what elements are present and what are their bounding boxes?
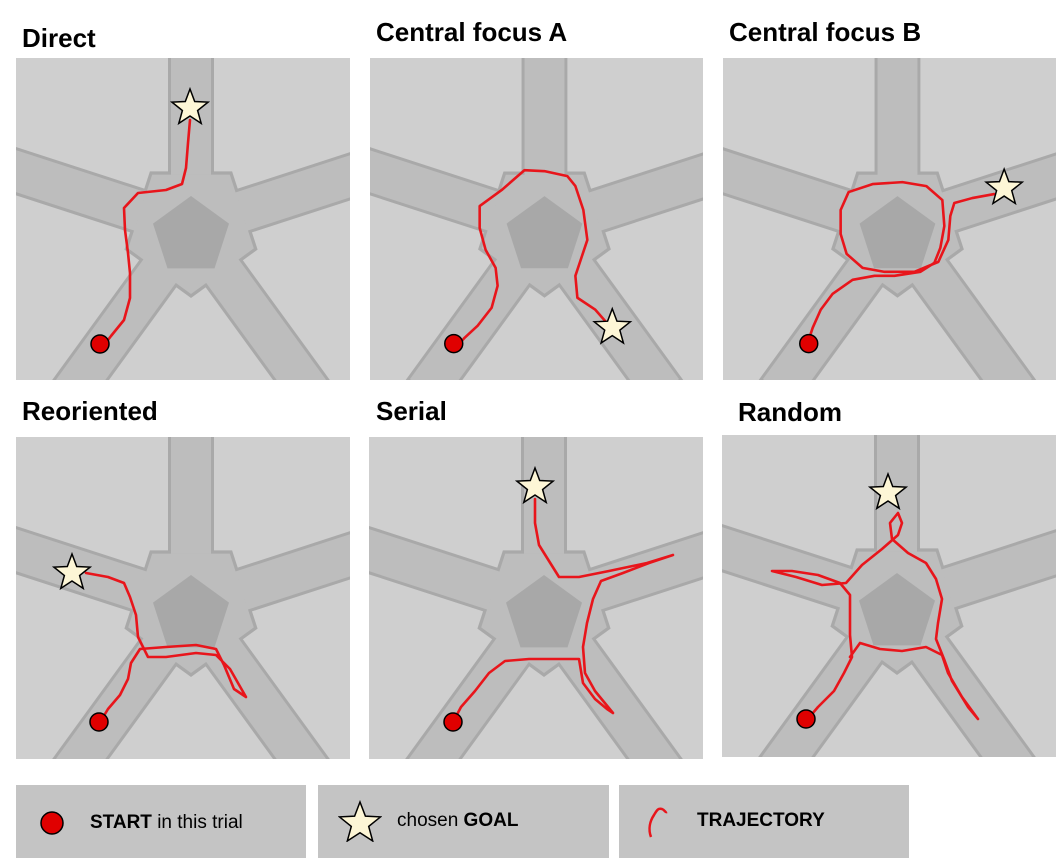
goal-star <box>984 167 1025 206</box>
legend-goal: chosen GOAL <box>318 785 609 858</box>
maze-panel-central-focus-b <box>723 58 1056 380</box>
goal-star-icon <box>338 800 382 842</box>
maze-svg-central-focus-b <box>723 58 1056 380</box>
panel-title-reoriented: Reoriented <box>22 396 158 426</box>
start-marker-icon <box>40 811 64 835</box>
panel-title-central-focus-b: Central focus B <box>729 17 922 47</box>
maze-svg-central-focus-a <box>370 58 703 380</box>
trajectory-icon <box>648 807 668 838</box>
maze-panel-reoriented <box>16 437 350 759</box>
center-pentagon <box>506 575 582 648</box>
trajectory-path <box>805 180 996 347</box>
center-pentagon <box>859 573 935 646</box>
legend-goal-label: chosen GOAL <box>397 810 518 832</box>
trajectory-path <box>100 118 192 350</box>
goal-star <box>51 551 93 591</box>
legend-goal-bold: GOAL <box>463 810 519 831</box>
legend-start-rest: in this trial <box>151 812 243 833</box>
maze-svg-reoriented <box>16 437 350 759</box>
panel-title-serial: Serial <box>376 396 447 426</box>
trajectory-path <box>770 511 980 723</box>
legend-start-bold: START <box>90 812 152 833</box>
maze-panel-random <box>722 435 1056 757</box>
start-marker <box>90 334 110 354</box>
legend-trajectory: TRAJECTORY <box>619 785 909 858</box>
start-marker <box>89 712 109 732</box>
center-pentagon <box>153 196 229 269</box>
goal-star <box>169 86 211 126</box>
goal-star <box>867 471 909 511</box>
legend-start: START in this trial <box>16 785 306 858</box>
maze-svg-random <box>722 435 1056 757</box>
center-pentagon <box>153 575 229 648</box>
goal-star <box>514 465 556 505</box>
start-marker <box>799 333 819 354</box>
center-pentagon <box>506 196 583 269</box>
center-pentagon <box>859 196 936 269</box>
maze-panel-central-focus-a <box>370 58 703 380</box>
trajectory-path <box>454 168 611 349</box>
start-marker <box>796 709 816 729</box>
start-marker <box>443 712 463 732</box>
trajectory-path <box>84 571 248 726</box>
maze-svg-direct <box>16 58 350 380</box>
legend-trajectory-label: TRAJECTORY <box>697 810 825 832</box>
legend-goal-pre: chosen <box>397 810 464 831</box>
maze-panel-serial <box>369 437 703 759</box>
start-marker <box>444 333 464 354</box>
legend-start-label: START in this trial <box>90 812 243 834</box>
goal-star <box>592 306 633 345</box>
legend-trajectory-bold: TRAJECTORY <box>697 810 825 831</box>
panel-title-direct: Direct <box>22 23 96 53</box>
panel-title-random: Random <box>738 397 842 427</box>
trajectory-path <box>450 497 675 726</box>
maze-panel-direct <box>16 58 350 380</box>
panel-title-central-focus-a: Central focus A <box>376 17 568 47</box>
maze-svg-serial <box>369 437 703 759</box>
